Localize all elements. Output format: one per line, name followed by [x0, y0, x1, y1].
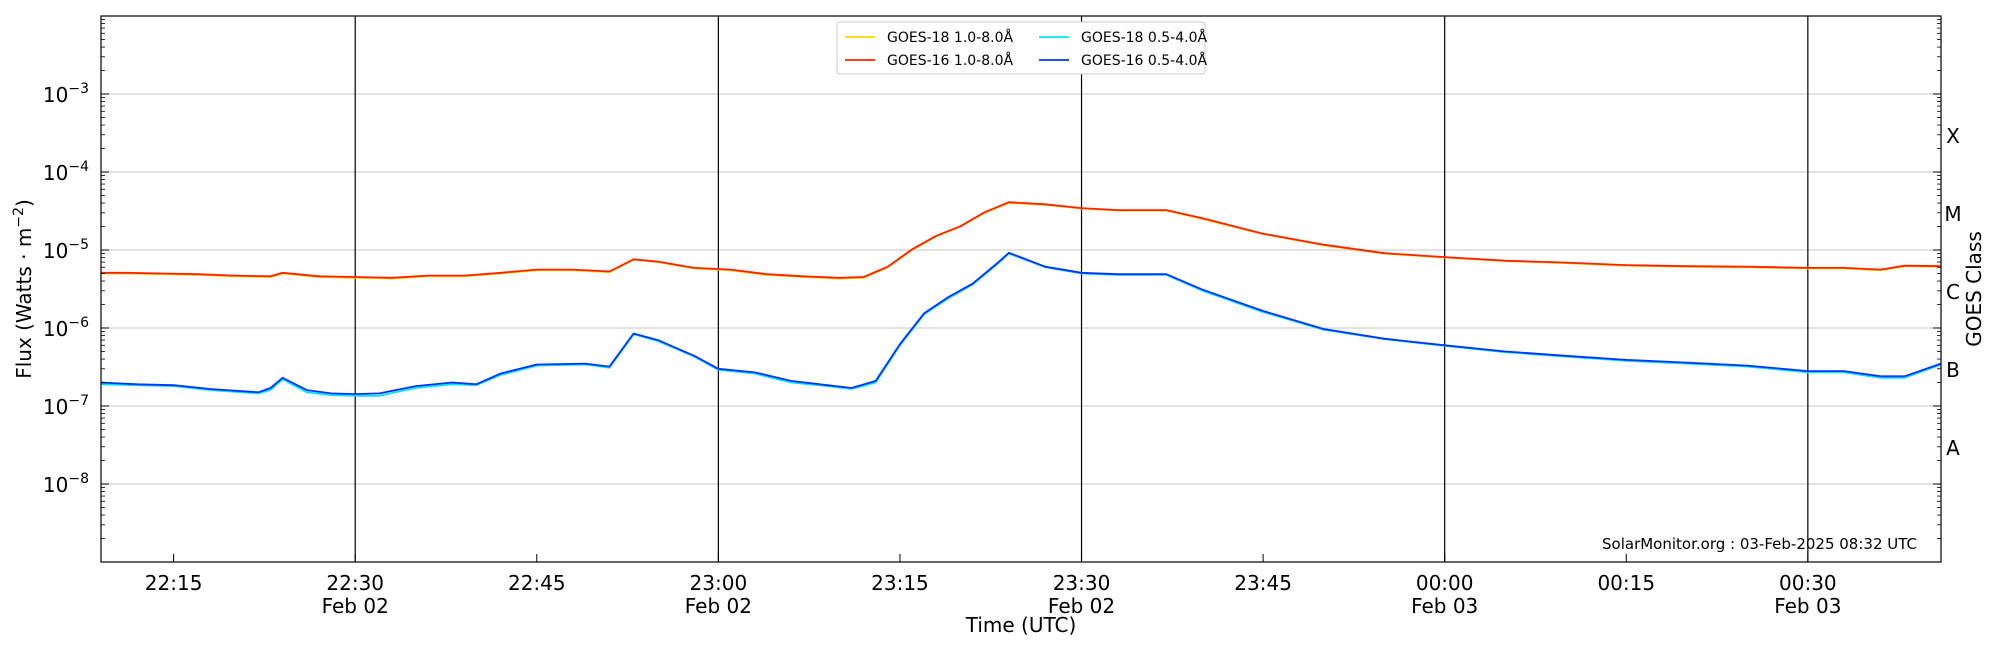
legend-box [836, 21, 1206, 75]
right-axis-label: GOES Class [1962, 231, 1986, 347]
y-tick-label: 10−6 [43, 315, 89, 341]
x-tick-label: 23:00 [690, 571, 748, 595]
credit-text: SolarMonitor.org : 03-Feb-2025 08:32 UTC [1602, 535, 1917, 553]
series-line-1 [101, 201, 1942, 279]
y-tick-exponent: −8 [68, 471, 89, 487]
y-axis-label: Flux (Watts · m−2) [11, 199, 36, 379]
series-line-3 [100, 251, 1942, 396]
y-tick-base: 10 [43, 83, 68, 107]
x-tick-date-label: Feb 02 [1048, 594, 1115, 618]
horizontal-gridlines [101, 93, 1941, 485]
legend-entry-label: GOES-16 1.0-8.0Å [887, 52, 1013, 69]
y-axis-label-exponent: −2 [11, 207, 27, 228]
x-tick-label: 22:30 [326, 571, 384, 595]
x-axis-label: Time (UTC) [965, 613, 1077, 637]
y-tick-exponent: −6 [68, 315, 89, 331]
y-tick-label: 10−4 [43, 159, 89, 185]
y-tick-exponent: −5 [68, 237, 89, 253]
plot-frame [100, 15, 1942, 563]
x-tick-label: 23:45 [1234, 571, 1292, 595]
y-axis-label-text: Flux (Watts · m [12, 228, 36, 379]
series-lines [100, 201, 1942, 397]
y-tick-exponent: −7 [68, 393, 89, 409]
y-tick-exponent: −4 [68, 159, 89, 175]
vertical-day-lines [354, 16, 1809, 562]
x-tick-label: 22:15 [145, 571, 203, 595]
y-tick-base: 10 [43, 317, 68, 341]
x-tick-date-label: Feb 03 [1411, 594, 1478, 618]
x-tick-date-label: Feb 02 [322, 594, 389, 618]
legend-entry-label: GOES-18 1.0-8.0Å [887, 29, 1013, 46]
x-tick-date-label: Feb 02 [685, 594, 752, 618]
class-label-b: B [1946, 358, 1960, 382]
y-tick-base: 10 [43, 161, 68, 185]
y-tick-exponent: −3 [68, 81, 89, 97]
legend-entry-label: GOES-18 0.5-4.0Å [1081, 29, 1207, 46]
y-tick-label: 10−8 [43, 471, 89, 497]
y-axis-ticks: 10−310−410−510−610−710−8 [43, 19, 1941, 539]
x-tick-date-label: Feb 03 [1774, 594, 1841, 618]
x-tick-label: 00:15 [1597, 571, 1655, 595]
class-label-c: C [1946, 280, 1960, 304]
goes-class-labels: X M C B A [1944, 124, 1961, 460]
x-tick-label: 23:15 [871, 571, 929, 595]
x-tick-label: 00:00 [1416, 571, 1474, 595]
class-label-x: X [1946, 124, 1960, 148]
x-tick-label: 23:30 [1053, 571, 1111, 595]
class-label-a: A [1946, 436, 1960, 460]
x-tick-label: 00:30 [1779, 571, 1837, 595]
y-tick-label: 10−5 [43, 237, 89, 263]
y-tick-base: 10 [43, 395, 68, 419]
y-axis-label-close: ) [12, 199, 36, 207]
y-tick-base: 10 [43, 239, 68, 263]
x-tick-label: 22:45 [508, 571, 566, 595]
y-tick-base: 10 [43, 473, 68, 497]
y-tick-label: 10−7 [43, 393, 89, 419]
class-label-m: M [1944, 202, 1961, 226]
legend-entry-label: GOES-16 0.5-4.0Å [1081, 52, 1207, 69]
legend: GOES-18 1.0-8.0Å GOES-18 0.5-4.0Å GOES-16 … [836, 21, 1207, 75]
y-tick-label: 10−3 [43, 81, 89, 107]
